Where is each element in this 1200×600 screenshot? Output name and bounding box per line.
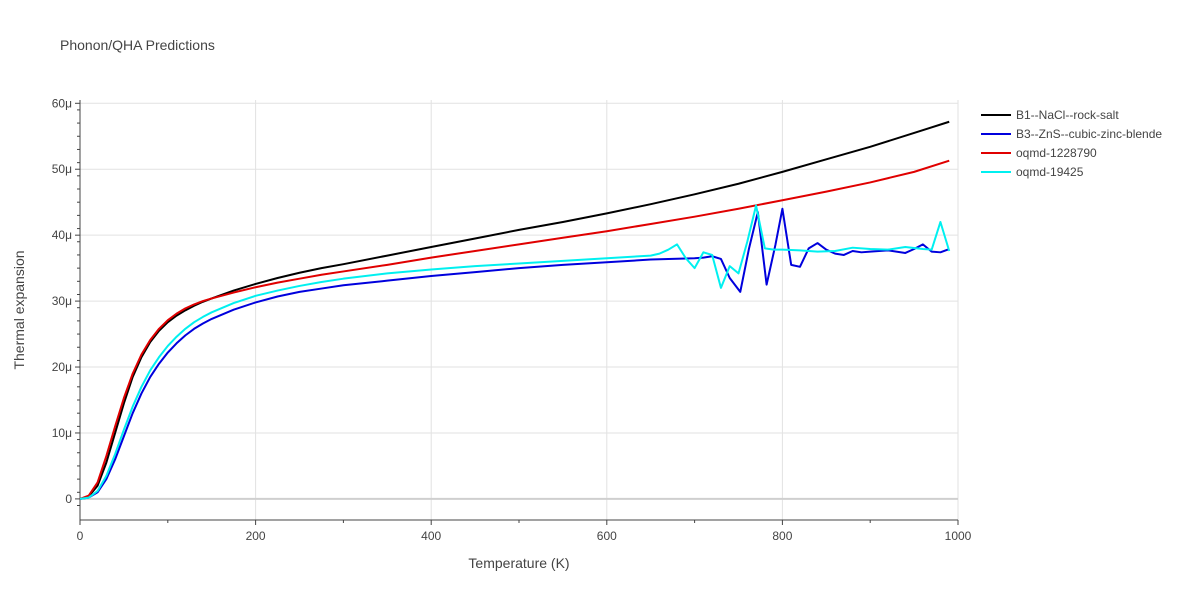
series-line-oqmd-19425[interactable] [79,204,951,500]
chart-title: Phonon/QHA Predictions [60,37,215,53]
x-tick-label: 200 [246,529,266,543]
x-tick-label: 0 [77,529,84,543]
legend-item-oqmd-1228790[interactable]: oqmd-1228790 [981,146,1097,160]
y-tick-label: 40μ [52,228,72,242]
y-axis-title: Thermal expansion [11,250,27,369]
series-lines [79,120,951,500]
legend-item-oqmd-19425[interactable]: oqmd-19425 [981,165,1084,179]
y-tick-label: 0 [65,492,72,506]
legend-label: B3--ZnS--cubic-zinc-blende [1016,127,1162,141]
legend-label: oqmd-1228790 [1016,146,1097,160]
grid [80,100,959,520]
y-tick-label: 50μ [52,162,72,176]
legend[interactable]: B1--NaCl--rock-salt B3--ZnS--cubic-zinc-b… [981,108,1162,179]
series-line-oqmd-1228790[interactable] [79,159,950,500]
series-line-b3-zns-cubic-zinc-blende[interactable] [79,207,950,500]
x-axis-title: Temperature (K) [468,555,569,571]
series-line-b1-nacl-rock-salt[interactable] [79,120,950,500]
y-tick-label: 30μ [52,294,72,308]
x-tick-label: 1000 [945,529,972,543]
x-tick-label: 400 [421,529,441,543]
y-tick-label: 20μ [52,360,72,374]
x-tick-label: 600 [597,529,617,543]
x-tick-label: 800 [772,529,792,543]
axes: 0 200 400 600 800 1000 0 10μ 20μ 30μ 40μ 50μ 60μ [52,96,972,543]
legend-item-b3-zns-cubic-zinc-blende[interactable]: B3--ZnS--cubic-zinc-blende [981,127,1162,141]
y-tick-label: 60μ [52,96,72,110]
legend-label: oqmd-19425 [1016,165,1084,179]
y-tick-label: 10μ [52,426,72,440]
legend-item-b1-nacl-rock-salt[interactable]: B1--NaCl--rock-salt [981,108,1119,122]
legend-label: B1--NaCl--rock-salt [1016,108,1119,122]
